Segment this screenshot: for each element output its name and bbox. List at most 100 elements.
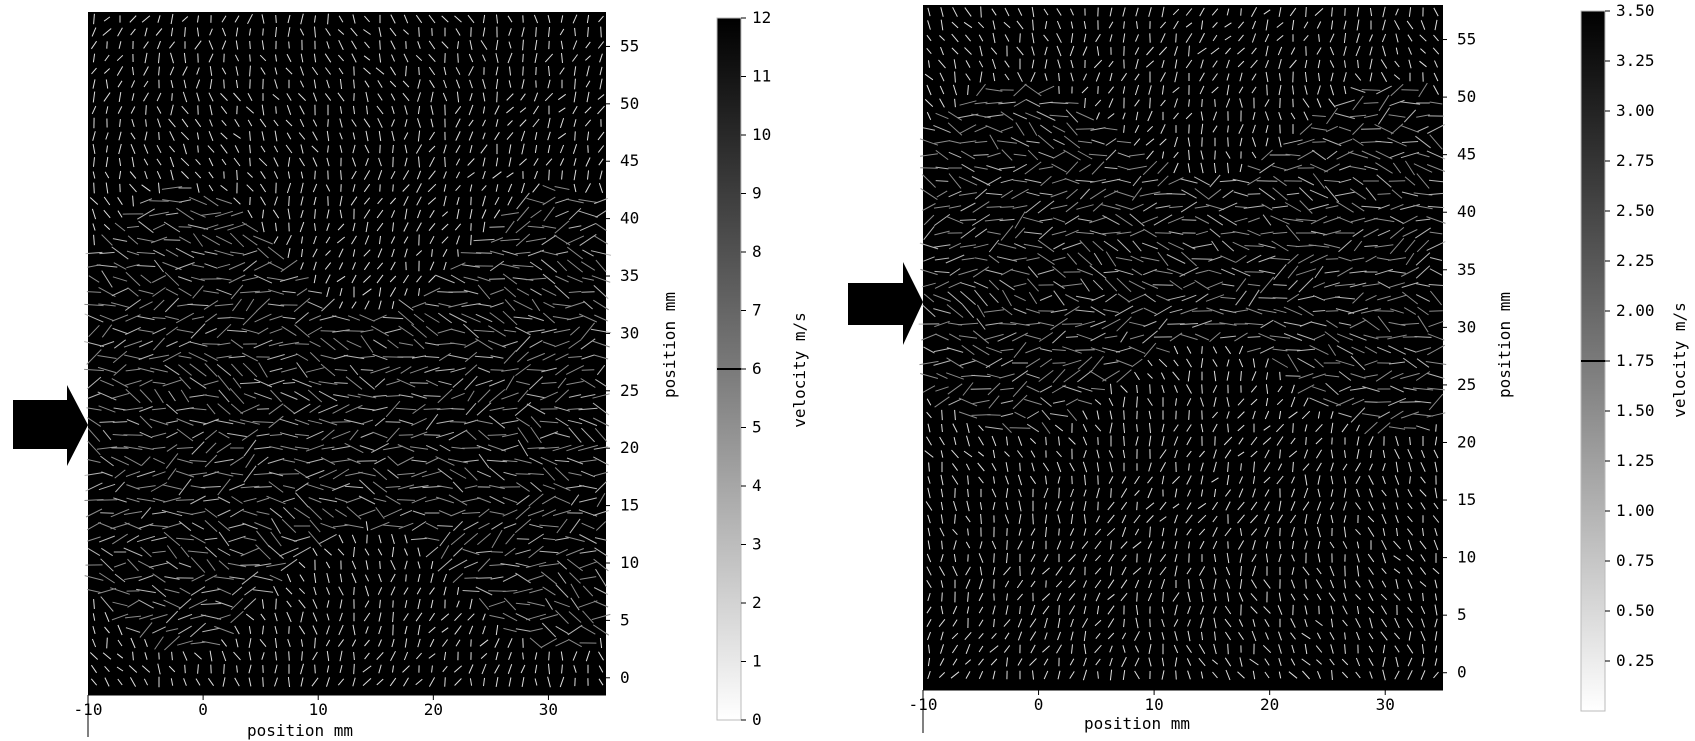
velocity-vector <box>1329 84 1335 96</box>
velocity-vector <box>580 394 596 398</box>
velocity-vector <box>1094 99 1102 107</box>
velocity-vector <box>87 428 101 442</box>
colorbar-tick-label: 3 <box>752 535 762 554</box>
velocity-vector <box>1328 98 1336 108</box>
velocity-vector <box>204 363 218 377</box>
velocity-vector <box>195 158 201 166</box>
velocity-vector <box>503 286 517 298</box>
velocity-vector <box>230 403 244 415</box>
velocity-vector <box>1244 271 1264 273</box>
velocity-vector <box>1299 321 1313 327</box>
velocity-vector <box>528 533 544 545</box>
velocity-vector <box>464 351 478 363</box>
velocity-vector <box>197 15 199 23</box>
velocity-vector <box>236 169 238 181</box>
velocity-vector <box>952 619 958 627</box>
velocity-vector <box>1032 513 1034 525</box>
velocity-vector <box>1277 605 1283 615</box>
velocity-vector <box>1173 20 1179 30</box>
velocity-vector <box>1000 178 1014 184</box>
velocity-vector <box>169 66 175 76</box>
velocity-vector <box>376 222 384 232</box>
velocity-vector <box>584 106 592 114</box>
velocity-vector <box>1227 462 1229 472</box>
velocity-vector <box>1276 475 1284 485</box>
velocity-vector <box>1179 323 1199 325</box>
velocity-vector <box>365 560 369 570</box>
velocity-vector <box>252 589 274 593</box>
velocity-vector <box>1005 475 1009 485</box>
velocity-vector <box>996 256 1018 262</box>
velocity-vector <box>1291 19 1295 31</box>
velocity-vector <box>148 354 170 360</box>
velocity-vector <box>1316 567 1322 575</box>
velocity-vector <box>430 118 434 128</box>
velocity-vector <box>960 244 976 248</box>
velocity-vector <box>928 60 930 68</box>
velocity-vector <box>220 93 228 101</box>
velocity-vector <box>1161 151 1165 159</box>
velocity-vector <box>1037 269 1055 275</box>
velocity-vector <box>1135 111 1139 121</box>
velocity-vector <box>196 67 200 75</box>
velocity-vector <box>1037 252 1055 266</box>
velocity-vector <box>1314 358 1324 368</box>
velocity-vector <box>462 548 480 556</box>
velocity-vector <box>528 314 544 322</box>
velocity-vector <box>571 54 579 62</box>
velocity-vector <box>506 93 514 101</box>
velocity-vector <box>1024 178 1042 184</box>
velocity-vector <box>143 80 149 88</box>
velocity-vector <box>501 444 519 452</box>
velocity-vector <box>152 626 166 634</box>
velocity-vector <box>89 652 99 660</box>
velocity-vector <box>1326 107 1338 125</box>
velocity-vector <box>1123 21 1125 29</box>
velocity-vector <box>1065 161 1079 175</box>
velocity-vector <box>1291 488 1295 498</box>
velocity-vector <box>1330 422 1334 434</box>
velocity-vector <box>215 210 233 218</box>
velocity-vector <box>1416 239 1430 253</box>
velocity-vector <box>165 453 179 469</box>
velocity-vector <box>950 671 960 679</box>
velocity-vector <box>136 485 156 489</box>
velocity-vector <box>425 413 439 431</box>
velocity-vector <box>1129 321 1145 327</box>
velocity-vector <box>1304 605 1308 615</box>
velocity-vector <box>1045 436 1047 446</box>
velocity-vector <box>1175 33 1177 43</box>
x-tick-label: 30 <box>1376 695 1395 714</box>
velocity-vector <box>402 80 410 88</box>
velocity-vector <box>1173 151 1179 159</box>
velocity-vector <box>573 665 577 673</box>
velocity-vector <box>1434 461 1438 473</box>
velocity-vector <box>118 143 122 155</box>
velocity-vector <box>338 586 344 596</box>
velocity-vector <box>1188 410 1190 420</box>
velocity-vector <box>378 664 382 674</box>
velocity-vector <box>1140 256 1160 262</box>
velocity-vector <box>555 210 569 218</box>
velocity-vector <box>113 364 127 376</box>
velocity-vector <box>992 566 996 576</box>
velocity-vector <box>338 301 344 309</box>
velocity-vector <box>325 236 331 244</box>
velocity-vector <box>976 83 986 97</box>
velocity-vector <box>1017 593 1023 601</box>
velocity-vector <box>927 657 931 667</box>
velocity-vector <box>136 237 156 243</box>
velocity-vector <box>578 407 598 411</box>
velocity-vector <box>1068 554 1076 562</box>
velocity-vector <box>448 302 468 308</box>
velocity-vector <box>267 303 285 307</box>
velocity-vector <box>1076 268 1094 276</box>
velocity-vector <box>1427 387 1445 391</box>
velocity-vector <box>1029 475 1037 485</box>
velocity-vector <box>539 391 559 401</box>
velocity-vector <box>138 220 154 234</box>
velocity-vector <box>253 339 273 349</box>
velocity-vector <box>189 363 207 377</box>
velocity-vector <box>428 626 436 634</box>
velocity-vector <box>1401 282 1419 288</box>
